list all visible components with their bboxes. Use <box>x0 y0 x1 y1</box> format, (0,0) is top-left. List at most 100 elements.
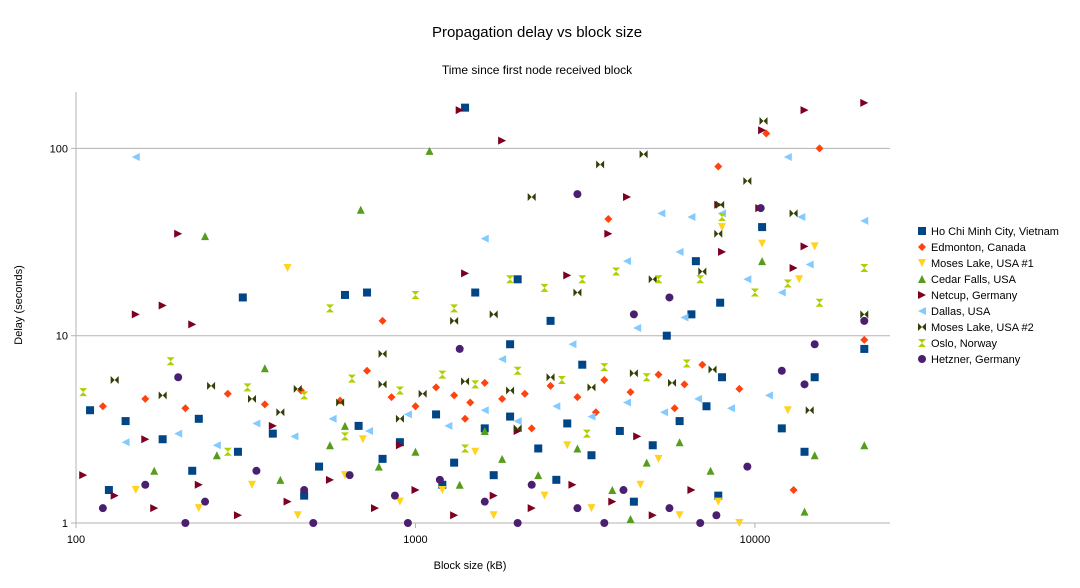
data-point <box>104 486 113 495</box>
data-point <box>708 365 717 374</box>
data-point <box>654 275 663 284</box>
data-point <box>691 257 700 266</box>
legend-item: Oslo, Norway <box>918 338 998 350</box>
data-point <box>181 519 190 527</box>
data-point <box>243 383 252 392</box>
data-point <box>718 213 727 222</box>
data-point <box>212 451 221 460</box>
data-point <box>805 260 814 269</box>
data-point <box>403 410 412 419</box>
data-point <box>315 462 324 471</box>
data-point <box>188 320 197 329</box>
data-point <box>418 389 427 398</box>
data-point <box>600 363 609 372</box>
data-point <box>471 380 480 389</box>
data-point <box>633 323 642 332</box>
data-point <box>370 504 379 513</box>
data-point <box>141 394 150 403</box>
data-point <box>432 410 441 419</box>
data-point <box>615 426 624 435</box>
data-point <box>188 466 197 475</box>
data-point <box>696 519 705 527</box>
data-point <box>573 190 582 199</box>
data-point <box>181 404 190 413</box>
data-point <box>395 386 404 395</box>
legend-item: Dallas, USA <box>918 306 991 318</box>
data-point <box>797 213 806 222</box>
data-point <box>642 458 651 467</box>
data-point <box>596 160 605 169</box>
data-point <box>726 404 735 413</box>
data-point <box>698 360 707 369</box>
data-point <box>694 394 703 403</box>
data-point <box>718 373 727 382</box>
data-point <box>648 275 657 284</box>
chart-subtitle: Time since first node received block <box>442 63 633 77</box>
data-point <box>471 288 480 297</box>
legend-marker <box>918 339 926 347</box>
data-point <box>480 426 489 435</box>
data-point <box>374 462 383 471</box>
data-point <box>800 380 809 389</box>
data-point <box>687 213 696 222</box>
series-0 <box>86 103 869 506</box>
x-tick-label: 100 <box>67 534 85 546</box>
data-point <box>623 193 632 202</box>
data-point <box>395 414 404 423</box>
data-point <box>783 152 792 161</box>
legend-item: Moses Lake, USA #1 <box>918 258 1034 270</box>
data-point <box>743 275 752 284</box>
data-point <box>438 370 447 379</box>
data-point <box>860 216 869 225</box>
data-point <box>513 417 522 426</box>
data-point <box>455 344 464 353</box>
data-point <box>573 288 582 297</box>
data-point <box>283 497 292 506</box>
legend-label: Netcup, Germany <box>931 290 1018 302</box>
data-point <box>387 393 396 402</box>
legend-label: Dallas, USA <box>931 306 991 318</box>
series-8 <box>98 190 869 527</box>
data-point <box>687 486 696 495</box>
data-point <box>411 402 420 411</box>
data-point <box>293 384 302 393</box>
data-point <box>325 441 334 450</box>
data-point <box>675 511 684 520</box>
data-point <box>194 480 203 489</box>
data-point <box>573 504 582 513</box>
data-point <box>783 406 792 415</box>
y-tick-label: 10 <box>56 331 68 343</box>
data-point <box>498 454 507 463</box>
data-point <box>498 394 507 403</box>
data-point <box>563 271 572 280</box>
data-point <box>648 511 657 520</box>
data-point <box>552 475 561 484</box>
x-tick-label: 10000 <box>740 534 771 546</box>
data-point <box>860 98 869 107</box>
data-point <box>461 269 470 278</box>
series-6 <box>110 117 869 433</box>
data-point <box>534 444 543 453</box>
data-point <box>714 162 723 171</box>
data-point <box>201 497 210 506</box>
data-point <box>378 454 387 463</box>
data-point <box>527 504 536 513</box>
data-point <box>815 144 824 153</box>
data-point <box>450 458 459 467</box>
data-point <box>860 263 869 272</box>
data-point <box>660 408 669 417</box>
data-point <box>325 475 334 484</box>
legend-label: Moses Lake, USA #2 <box>931 322 1034 334</box>
data-point <box>608 486 617 495</box>
data-point <box>629 310 638 319</box>
data-point <box>668 378 677 387</box>
data-point <box>233 447 242 456</box>
data-point <box>670 404 679 413</box>
data-point <box>174 373 183 382</box>
legend-marker <box>918 307 926 315</box>
data-point <box>238 293 247 302</box>
data-point <box>403 519 412 527</box>
data-point <box>743 462 752 471</box>
chart-title: Propagation delay vs block size <box>432 24 642 41</box>
y-tick-label: 100 <box>50 143 68 155</box>
